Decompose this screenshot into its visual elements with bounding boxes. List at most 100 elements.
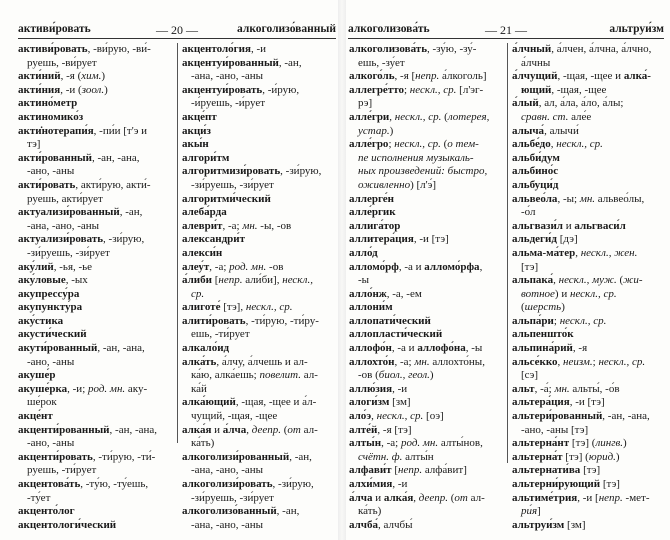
headword: альма-ма́тер: [512, 246, 576, 259]
entry-line: альтернати́ва [тэ]: [512, 464, 668, 478]
headword: акти́ний: [18, 70, 61, 83]
entry-text: , -ан,: [289, 450, 312, 463]
entry-line: а́лча и алка́я, деепр. (от ал-: [349, 492, 505, 506]
headword: альтера́ция: [512, 396, 570, 409]
entry-line: аллофо́н, -а и аллофо́на, -ы: [349, 342, 505, 356]
entry-text: ,: [371, 410, 377, 423]
entry-line: -зи́руешь, -зи́рует: [182, 492, 338, 506]
entry-line: алка́я и а́лча, деепр. (от ал-: [182, 424, 338, 438]
grammar-label: деепр.: [251, 423, 281, 436]
dictionary-entry: альсе́кко, неизм.; нескл., ср. [сэ]: [512, 356, 668, 383]
dictionary-entry: алка́я и а́лча, деепр. (от ал-ка́ть): [182, 424, 338, 451]
headword: акценти́ровать: [18, 450, 93, 463]
entry-line: акци́з: [182, 125, 338, 139]
entry-line: -ту́ет: [18, 492, 174, 506]
dictionary-entry: александри́т: [182, 233, 338, 247]
entry-text: -зи́руешь, -зи́рует: [27, 246, 110, 259]
entry-line: ка́й: [182, 383, 338, 397]
dictionary-entry: акцентоло́гия, -и: [182, 43, 338, 57]
entry-text: , -я [тэ]: [377, 423, 412, 436]
headword: активи́ровать: [18, 43, 88, 55]
entry-text: , -а;: [209, 260, 230, 273]
headword: альтиме́трия: [512, 491, 578, 504]
dictionary-entry: алло́нж, -а, -ем: [349, 288, 505, 302]
entry-line: чущий, -щая, -щее: [182, 410, 338, 424]
headword: алити́ровать: [182, 314, 246, 327]
entry-line: акцентуи́ровать, -и́рую,: [182, 84, 338, 98]
headword: акы́н: [182, 138, 209, 151]
headword: аку́стика: [18, 314, 64, 327]
entry-text: , -ти́рую, -ти́ру-: [245, 314, 319, 327]
dictionary-entry: альбино́с: [512, 165, 668, 179]
headword: альдеги́д: [512, 233, 557, 246]
dictionary-entry: аллохто́н, -а; мн. аллохто́ны, -ов (биол.…: [349, 356, 505, 383]
entry-line: -ана, -ано, -аны: [182, 464, 338, 478]
entry-line: алкоголизи́ровать, -зи́рую,: [182, 478, 338, 492]
headword: альвео́ла: [512, 192, 558, 205]
entry-text: ,: [389, 110, 395, 123]
entry-text: ,: [413, 491, 419, 504]
grammar-label: зоол.: [81, 83, 105, 96]
entry-text: руешь, -ви́рует: [27, 56, 97, 69]
dictionary-entry: а́лчный, а́лчен, а́лчна, а́лчно, а́лчны: [512, 43, 668, 70]
grammar-label: пе исполнения музыкаль-: [358, 151, 474, 164]
entry-text: (: [280, 423, 288, 436]
left-guide-word-last: алкоголизо́ванный: [237, 23, 336, 35]
entry-text: [зм]: [564, 518, 586, 531]
entry-text: , -ы;: [557, 192, 580, 205]
entry-line: александри́т: [182, 233, 338, 247]
entry-text: , -ан,: [278, 56, 302, 69]
entry-line: алкоголизи́рованный, -ан,: [182, 451, 338, 465]
dictionary-entry: алеври́т, -а; мн. -ы, -ов: [182, 220, 338, 234]
grammar-label: хим.: [81, 70, 102, 83]
headword: акупункту́ра: [18, 301, 83, 314]
entry-text: але́е: [568, 110, 592, 123]
dictionary-entry: аллопати́ческий: [349, 315, 505, 329]
dictionary-entry: акупрессу́ра: [18, 288, 174, 302]
grammar-label: мн.: [554, 382, 570, 395]
entry-text: , -ан, -ана,: [97, 342, 145, 355]
entry-line: альпака́, нескл., муж. (жи-: [512, 274, 668, 288]
grammar-label: род. мн.: [229, 260, 267, 273]
headword: а́лча: [349, 491, 373, 504]
grammar-label: деепр.: [418, 491, 448, 504]
dictionary-column-4: а́лчный, а́лчен, а́лчна, а́лчно, а́лчны а́…: [512, 43, 668, 532]
dictionary-entry: алити́ровать, -ти́рую, -ти́ру-ешь, -ти́р…: [182, 315, 338, 342]
headword: альпеншто́к: [512, 328, 574, 341]
entry-line: сравн. ст. але́е: [512, 111, 668, 125]
dictionary-entry: аллопласти́ческий: [349, 328, 505, 342]
dictionary-entry: аллитера́ция, -и [тэ]: [349, 233, 505, 247]
entry-text: -зи́руешь, -зи́рует: [191, 178, 274, 191]
dictionary-entry: альтернати́ва [тэ]: [512, 464, 668, 478]
dictionary-entry: альпина́рий, -я: [512, 342, 668, 356]
headword: альтерна́нт: [512, 437, 570, 450]
entry-line: алло́д: [349, 247, 505, 261]
entry-line: алфави́т [непр. алфа́вит]: [349, 464, 505, 478]
dictionary-entry: акти́ния, -и (зоол.): [18, 84, 174, 98]
entry-text: алты́н: [402, 450, 434, 463]
entry-line: акти́ния, -и (зоол.): [18, 84, 174, 98]
entry-text: ): [101, 70, 106, 83]
entry-line: алеба́рда: [182, 206, 338, 220]
dictionary-entry: алле́гри, нескл., ср. (лотерея, устар.): [349, 111, 505, 138]
entry-line: акути́рованный, -ан, -ана,: [18, 342, 174, 356]
headword: алкоголизова́ть: [349, 43, 428, 55]
entry-text: , акти́рую, акти́-: [75, 178, 151, 191]
entry-line: акуше́р: [18, 369, 174, 383]
headword: альтернати́ва: [512, 464, 581, 477]
entry-line: алле́гри, нескл., ср. (лотерея,: [349, 111, 505, 125]
entry-text: , -я (: [60, 70, 82, 83]
headword: акцентова́ть: [18, 478, 81, 490]
entry-text: -ана, -ано, -аны: [191, 464, 264, 477]
grammar-label: непр.: [415, 70, 440, 83]
entry-line: алхи́мия, -и: [349, 478, 505, 492]
dictionary-entry: акце́пт: [182, 111, 338, 125]
grammar-label: юрид.: [588, 450, 616, 463]
headword: аллопласти́ческий: [349, 328, 443, 341]
entry-text: , -зи́рую,: [103, 233, 145, 246]
headword: алфави́т: [349, 464, 392, 477]
entry-text: , -щая, -щее: [551, 83, 607, 96]
entry-text: ал-: [300, 423, 318, 436]
headword: акци́з: [182, 124, 211, 137]
headword: алиготе́: [182, 301, 221, 314]
